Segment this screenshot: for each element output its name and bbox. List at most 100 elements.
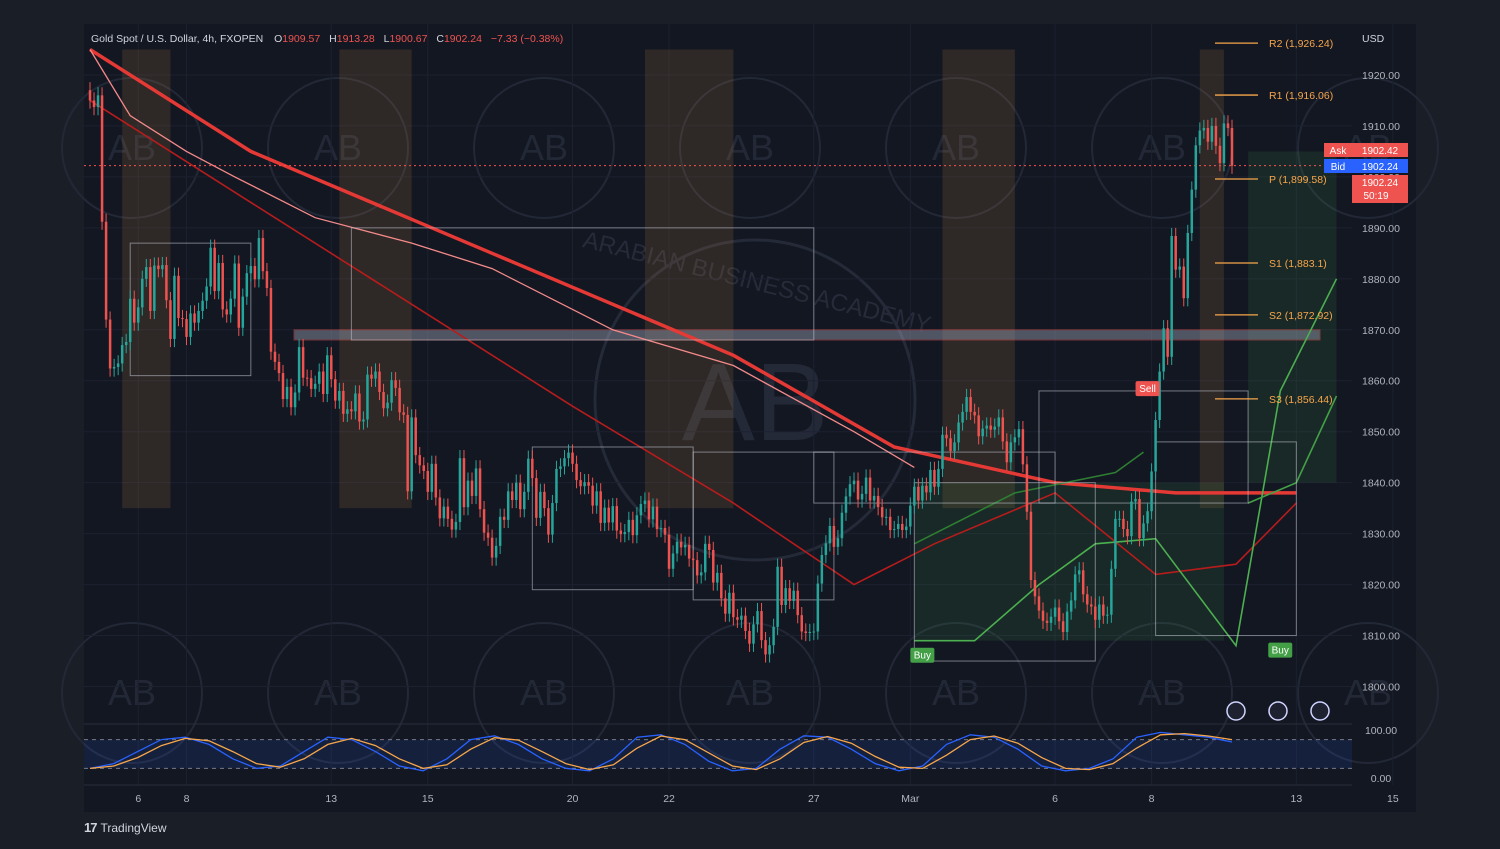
candle-body	[273, 351, 277, 362]
candle-body	[338, 390, 341, 401]
watermark-mono: AB	[314, 127, 362, 168]
us-flag-icon[interactable]	[1226, 701, 1246, 721]
candle-body	[1202, 127, 1206, 131]
watermark-seal	[885, 77, 1027, 219]
candle-body	[1037, 596, 1041, 611]
candle-body	[1118, 518, 1121, 520]
candle-body	[929, 469, 932, 493]
price-tick-label: 1920.00	[1362, 70, 1400, 82]
candle-body	[285, 386, 289, 400]
candle-body	[169, 300, 172, 339]
candle-body	[181, 318, 184, 320]
candle-body	[124, 342, 128, 346]
us-flag-icon[interactable]	[1268, 701, 1288, 721]
candle-body	[490, 537, 494, 558]
candle-body	[917, 486, 920, 501]
candles-layer[interactable]	[88, 82, 1234, 663]
candle-body	[145, 267, 148, 279]
candle-body	[1158, 371, 1161, 420]
candle-body	[108, 319, 112, 369]
candle-body	[671, 553, 675, 569]
candle-body	[993, 426, 997, 430]
candle-body	[514, 482, 518, 500]
bid-value: 1902.24	[1362, 162, 1399, 173]
us-flag-icon[interactable]	[1310, 701, 1330, 721]
candle-body	[687, 544, 691, 559]
pivot-label: R2 (1,926.24)	[1269, 38, 1333, 50]
candle-body	[1230, 127, 1234, 166]
watermark-mono: AB	[108, 672, 156, 713]
candle-body	[527, 458, 530, 492]
candle-body	[261, 238, 265, 272]
candle-body	[937, 468, 940, 487]
time-tick-label: 8	[184, 793, 190, 805]
tradingview-logo-icon: 17	[84, 820, 98, 835]
candle-body	[277, 361, 281, 374]
fill-layer	[122, 49, 1337, 641]
watermark-seal	[593, 238, 917, 562]
candle-body	[334, 379, 337, 401]
candle-body	[410, 417, 413, 492]
oscillator-tick-label: 0.00	[1371, 773, 1392, 785]
candle-body	[317, 371, 321, 384]
signals-layer: Buy Sell Buy	[910, 381, 1293, 663]
candle-body	[1029, 511, 1033, 581]
candle-body	[856, 480, 860, 500]
candle-body	[1106, 614, 1109, 616]
range-box	[1155, 441, 1297, 637]
watermark-seal	[679, 77, 821, 219]
candle-body	[390, 380, 393, 403]
candle-body	[466, 480, 470, 508]
candle-body	[655, 506, 659, 530]
candle-body	[1174, 236, 1177, 270]
candle-body	[551, 503, 554, 535]
candle-body	[884, 516, 888, 518]
candle-body	[651, 506, 655, 520]
range-box	[350, 227, 815, 341]
candle-body	[141, 278, 144, 308]
indicator-lines	[84, 48, 1352, 662]
pivot-label: S3 (1,856.44)	[1269, 394, 1333, 406]
candle-body	[985, 425, 988, 429]
candle-body	[852, 480, 856, 485]
candle-body	[872, 495, 876, 501]
candle-body	[639, 504, 643, 516]
candle-body	[430, 463, 434, 492]
last-price: 1902.24	[1362, 178, 1399, 189]
candle-body	[816, 583, 820, 632]
candle-body	[571, 452, 574, 464]
price-tick-label: 1890.00	[1362, 223, 1400, 235]
economic-events[interactable]	[1226, 701, 1330, 721]
time-tick-label: 20	[567, 793, 579, 805]
candle-body	[1126, 529, 1129, 537]
candle-body	[567, 452, 570, 459]
ask-value-badge	[1352, 143, 1408, 157]
candle-body	[1150, 471, 1153, 512]
oscillator-band	[84, 739, 1352, 769]
candle-body	[519, 482, 522, 510]
candle-body	[1198, 130, 1202, 146]
candle-body	[470, 480, 474, 496]
candle-body	[675, 541, 679, 554]
candle-body	[547, 508, 550, 535]
candle-body	[402, 412, 405, 415]
candle-body	[173, 275, 176, 339]
branding[interactable]: 17 TradingView	[84, 820, 167, 835]
candle-body	[695, 560, 699, 576]
oscillator-k-line	[89, 731, 1233, 772]
candle-body	[720, 572, 723, 599]
candle-body	[418, 455, 421, 466]
candle-body	[1186, 232, 1190, 299]
candle-body	[663, 528, 667, 535]
candle-body	[925, 485, 928, 493]
candle-body	[1134, 498, 1137, 502]
candle-body	[1001, 417, 1005, 442]
candle-body	[297, 347, 301, 393]
candle-body	[1049, 616, 1053, 623]
candle-body	[679, 541, 683, 548]
candle-body	[1098, 604, 1101, 620]
watermark-seal	[679, 622, 821, 764]
candle-body	[973, 411, 976, 416]
